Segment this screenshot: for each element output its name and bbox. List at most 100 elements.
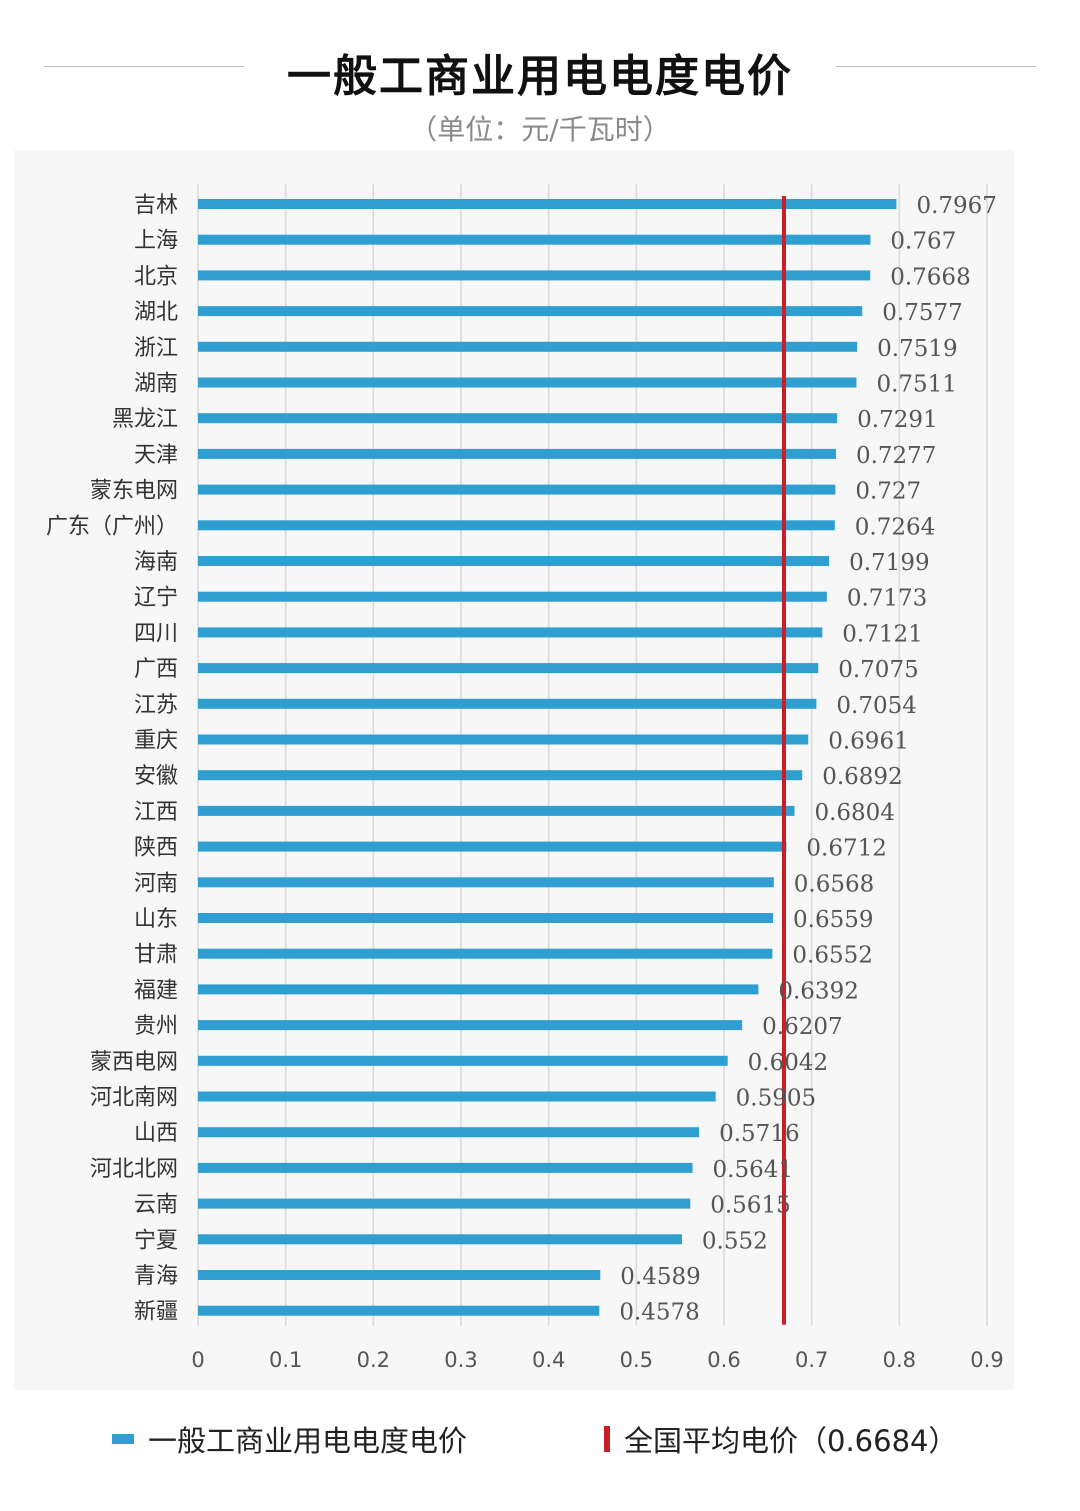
category-label: 北京 — [134, 264, 178, 289]
value-label: 0.4589 — [620, 1264, 700, 1290]
category-label: 湖北 — [134, 300, 178, 325]
plot-background — [14, 150, 1014, 1390]
value-label: 0.6804 — [814, 800, 894, 826]
value-label: 0.7173 — [847, 586, 927, 612]
chart-title: 一般工商业用电电度电价 — [287, 51, 793, 102]
category-label: 辽宁 — [134, 586, 178, 611]
value-label: 0.7277 — [856, 443, 936, 469]
bar — [198, 199, 897, 209]
bar — [198, 663, 819, 674]
value-label: 0.7075 — [838, 657, 918, 683]
category-label: 青海 — [134, 1264, 178, 1289]
category-label: 浙江 — [134, 336, 178, 361]
value-label: 0.5615 — [710, 1193, 790, 1219]
x-tick-label: 0.8 — [883, 1348, 916, 1372]
bar — [198, 698, 817, 709]
category-label: 陕西 — [134, 836, 178, 861]
value-label: 0.767 — [890, 229, 956, 255]
category-label: 蒙西电网 — [90, 1050, 178, 1075]
category-label: 云南 — [134, 1193, 178, 1218]
value-label: 0.7121 — [842, 621, 922, 647]
legend-item-prices: 一般工商业用电电度电价 — [112, 1418, 467, 1460]
value-label: 0.552 — [702, 1228, 768, 1254]
legend-item-average: 全国平均电价（0.6684） — [604, 1418, 957, 1460]
category-label: 新疆 — [134, 1300, 178, 1325]
category-label: 河北北网 — [90, 1157, 178, 1182]
bar — [198, 948, 773, 959]
category-label: 江苏 — [134, 693, 178, 718]
category-label: 河北南网 — [90, 1086, 178, 1111]
legend-prices-label: 一般工商业用电电度电价 — [148, 1424, 468, 1458]
bar — [198, 1270, 601, 1280]
x-tick-label: 0.6 — [707, 1348, 740, 1372]
bar — [198, 1305, 600, 1316]
category-label: 上海 — [134, 229, 178, 254]
x-tick-label: 0 — [191, 1348, 204, 1372]
x-tick-label: 0.9 — [970, 1348, 1003, 1372]
value-label: 0.6042 — [748, 1050, 828, 1076]
bar — [198, 556, 830, 566]
x-tick-label: 0.3 — [444, 1348, 477, 1372]
value-label: 0.6568 — [794, 871, 874, 897]
legend: 一般工商业用电电度电价 全国平均电价（0.6684） — [0, 1418, 1080, 1468]
x-tick-labels: 0 0.1 0.2 0.3 0.4 0.5 0.6 0.7 0.8 0.9 — [191, 1348, 1003, 1372]
category-label: 贵州 — [134, 1014, 178, 1039]
bar — [198, 377, 857, 388]
bar — [198, 448, 836, 459]
x-tick-label: 0.7 — [795, 1348, 828, 1372]
bar — [198, 1055, 728, 1066]
legend-bar-swatch — [112, 1434, 134, 1444]
title-row: 一般工商业用电电度电价 — [0, 30, 1080, 110]
value-label: 0.7054 — [836, 693, 916, 719]
bar — [198, 877, 774, 888]
category-label: 黑龙江 — [112, 407, 178, 432]
value-label: 0.6712 — [806, 836, 886, 862]
category-label: 江西 — [134, 800, 178, 825]
bar — [198, 984, 759, 995]
category-label: 蒙东电网 — [90, 479, 178, 504]
bar — [198, 1198, 691, 1209]
category-label: 安徽 — [134, 764, 178, 789]
value-label: 0.7519 — [877, 336, 957, 362]
value-label: 0.6552 — [792, 943, 872, 969]
bar — [198, 341, 858, 352]
bar — [198, 520, 835, 531]
bar — [198, 591, 827, 602]
value-label: 0.6961 — [828, 729, 908, 755]
category-label: 山西 — [134, 1121, 178, 1146]
value-label: 0.7199 — [849, 550, 929, 576]
category-label: 河南 — [134, 871, 178, 896]
bar — [198, 413, 838, 424]
x-tick-label: 0.5 — [620, 1348, 653, 1372]
bar — [198, 270, 871, 281]
value-labels: 0.7967 0.767 0.7668 0.7577 0.7519 0.7511 0.729… — [619, 193, 997, 1326]
value-label: 0.6392 — [778, 978, 858, 1004]
bar — [198, 734, 809, 745]
value-label: 0.7264 — [855, 514, 935, 540]
value-label: 0.4578 — [619, 1300, 699, 1326]
value-label: 0.7291 — [857, 407, 937, 433]
value-label: 0.6207 — [762, 1014, 842, 1040]
value-label: 0.7967 — [916, 193, 996, 219]
category-label: 山东 — [134, 907, 178, 932]
category-label: 重庆 — [134, 729, 178, 754]
bar — [198, 1091, 716, 1102]
bar — [198, 234, 871, 245]
bar — [198, 1127, 700, 1138]
category-label: 广西 — [134, 657, 178, 682]
title-rule-left — [44, 66, 244, 67]
category-label: 湖南 — [134, 372, 178, 397]
value-label: 0.5905 — [736, 1086, 816, 1112]
category-label: 广东（广州） — [46, 514, 178, 539]
bars — [198, 199, 897, 1316]
value-label: 0.7668 — [890, 264, 970, 290]
legend-line-swatch — [604, 1426, 610, 1452]
value-label: 0.727 — [855, 479, 921, 505]
bar — [198, 306, 863, 317]
x-tick-label: 0.2 — [357, 1348, 390, 1372]
category-label: 福建 — [134, 978, 178, 1003]
value-label: 0.5641 — [713, 1157, 793, 1183]
value-label: 0.7577 — [882, 300, 962, 326]
value-label: 0.6892 — [822, 764, 902, 790]
